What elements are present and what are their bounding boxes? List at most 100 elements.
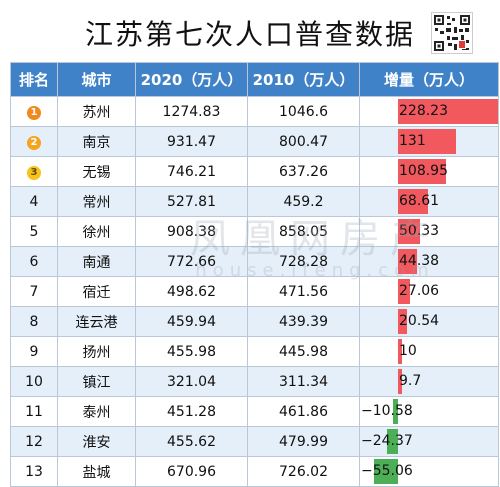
population-2020-cell: 527.81 [135, 186, 248, 217]
rank-medal-icon: 3 [27, 166, 41, 180]
rank-cell: 8 [10, 306, 58, 337]
increase-cell: 68.61 [359, 186, 499, 217]
population-2020-cell: 451.28 [135, 396, 248, 427]
increase-cell: −10.58 [359, 396, 499, 427]
page-title: 江苏第七次人口普查数据 [84, 18, 415, 51]
city-cell: 南京 [57, 126, 136, 157]
population-2010-cell: 311.34 [247, 366, 360, 397]
city-cell: 无锡 [57, 156, 136, 187]
header-city: 城市 [57, 62, 136, 97]
table-row: 10 镇江 321.04 311.34 9.7 [10, 366, 499, 397]
rank-cell: 3 [10, 156, 58, 187]
increase-cell: 27.06 [359, 276, 499, 307]
city-cell: 常州 [57, 186, 136, 217]
population-2020-cell: 498.62 [135, 276, 248, 307]
increase-label: −10.58 [361, 403, 413, 419]
increase-label: 10 [399, 343, 417, 359]
increase-label: 228.23 [399, 103, 448, 119]
header-2010: 2010（万人） [247, 62, 360, 97]
increase-label: −24.37 [361, 433, 413, 449]
table-row: 12 淮安 455.62 479.99 −24.37 [10, 426, 499, 457]
city-cell: 泰州 [57, 396, 136, 427]
increase-label: 27.06 [399, 283, 440, 299]
increase-cell: −24.37 [359, 426, 499, 457]
increase-label: −55.06 [361, 463, 413, 479]
increase-label: 50.33 [399, 223, 440, 239]
population-2020-cell: 772.66 [135, 246, 248, 277]
city-cell: 苏州 [57, 96, 136, 127]
rank-cell: 10 [10, 366, 58, 397]
population-2020-cell: 931.47 [135, 126, 248, 157]
increase-label: 44.38 [399, 253, 440, 269]
increase-bar [398, 129, 456, 154]
rank-cell: 5 [10, 216, 58, 247]
increase-bar [393, 399, 398, 424]
rank-cell: 2 [10, 126, 58, 157]
increase-bar [373, 459, 398, 484]
header-increase: 增量（万人） [359, 62, 499, 97]
population-2010-cell: 637.26 [247, 156, 360, 187]
rank-cell: 11 [10, 396, 58, 427]
header-rank: 排名 [10, 62, 58, 97]
population-2010-cell: 726.02 [247, 456, 360, 487]
increase-label: 20.54 [399, 313, 440, 329]
increase-bar [398, 309, 408, 334]
population-2020-cell: 670.96 [135, 456, 248, 487]
rank-cell: 7 [10, 276, 58, 307]
increase-cell: 20.54 [359, 306, 499, 337]
increase-bar [398, 369, 403, 394]
rank-medal-icon: 1 [27, 106, 41, 120]
table-row: 9 扬州 455.98 445.98 10 [10, 336, 499, 367]
increase-bar [398, 189, 429, 214]
table-row: 13 盐城 670.96 726.02 −55.06 [10, 456, 499, 487]
table-row: 1 苏州 1274.83 1046.6 228.23 [10, 96, 499, 127]
table-row: 4 常州 527.81 459.2 68.61 [10, 186, 499, 217]
population-2020-cell: 908.38 [135, 216, 248, 247]
increase-cell: 228.23 [359, 96, 499, 127]
rank-cell: 13 [10, 456, 58, 487]
population-2010-cell: 461.86 [247, 396, 360, 427]
city-cell: 扬州 [57, 336, 136, 367]
increase-label: 68.61 [399, 193, 440, 209]
table-row: 7 宿迁 498.62 471.56 27.06 [10, 276, 499, 307]
increase-cell: 44.38 [359, 246, 499, 277]
increase-label: 108.95 [399, 163, 448, 179]
increase-cell: 50.33 [359, 216, 499, 247]
table-header-row: 排名 城市 2020（万人） 2010（万人） 增量（万人） [10, 62, 499, 97]
increase-bar [398, 159, 446, 184]
rank-cell: 4 [10, 186, 58, 217]
city-cell: 南通 [57, 246, 136, 277]
population-2010-cell: 479.99 [247, 426, 360, 457]
city-cell: 淮安 [57, 426, 136, 457]
table-row: 8 连云港 459.94 439.39 20.54 [10, 306, 499, 337]
population-2020-cell: 321.04 [135, 366, 248, 397]
increase-label: 131 [399, 133, 426, 149]
table-row: 11 泰州 451.28 461.86 −10.58 [10, 396, 499, 427]
increase-label: 9.7 [399, 373, 422, 389]
population-2010-cell: 800.47 [247, 126, 360, 157]
increase-bar [398, 279, 410, 304]
population-2010-cell: 459.2 [247, 186, 360, 217]
increase-bar [398, 249, 418, 274]
rank-cell: 6 [10, 246, 58, 277]
increase-cell: 9.7 [359, 366, 499, 397]
rank-medal-icon: 2 [27, 136, 41, 150]
table-row: 2 南京 931.47 800.47 131 [10, 126, 499, 157]
city-cell: 镇江 [57, 366, 136, 397]
table-row: 5 徐州 908.38 858.05 50.33 [10, 216, 499, 247]
increase-cell: 108.95 [359, 156, 499, 187]
population-2020-cell: 746.21 [135, 156, 248, 187]
population-2010-cell: 858.05 [247, 216, 360, 247]
population-2010-cell: 471.56 [247, 276, 360, 307]
city-cell: 连云港 [57, 306, 136, 337]
header-2020: 2020（万人） [135, 62, 248, 97]
increase-bar [387, 429, 398, 454]
city-cell: 宿迁 [57, 276, 136, 307]
population-2020-cell: 459.94 [135, 306, 248, 337]
rank-cell: 12 [10, 426, 58, 457]
population-2020-cell: 455.98 [135, 336, 248, 367]
city-cell: 盐城 [57, 456, 136, 487]
increase-bar [398, 339, 403, 364]
city-cell: 徐州 [57, 216, 136, 247]
